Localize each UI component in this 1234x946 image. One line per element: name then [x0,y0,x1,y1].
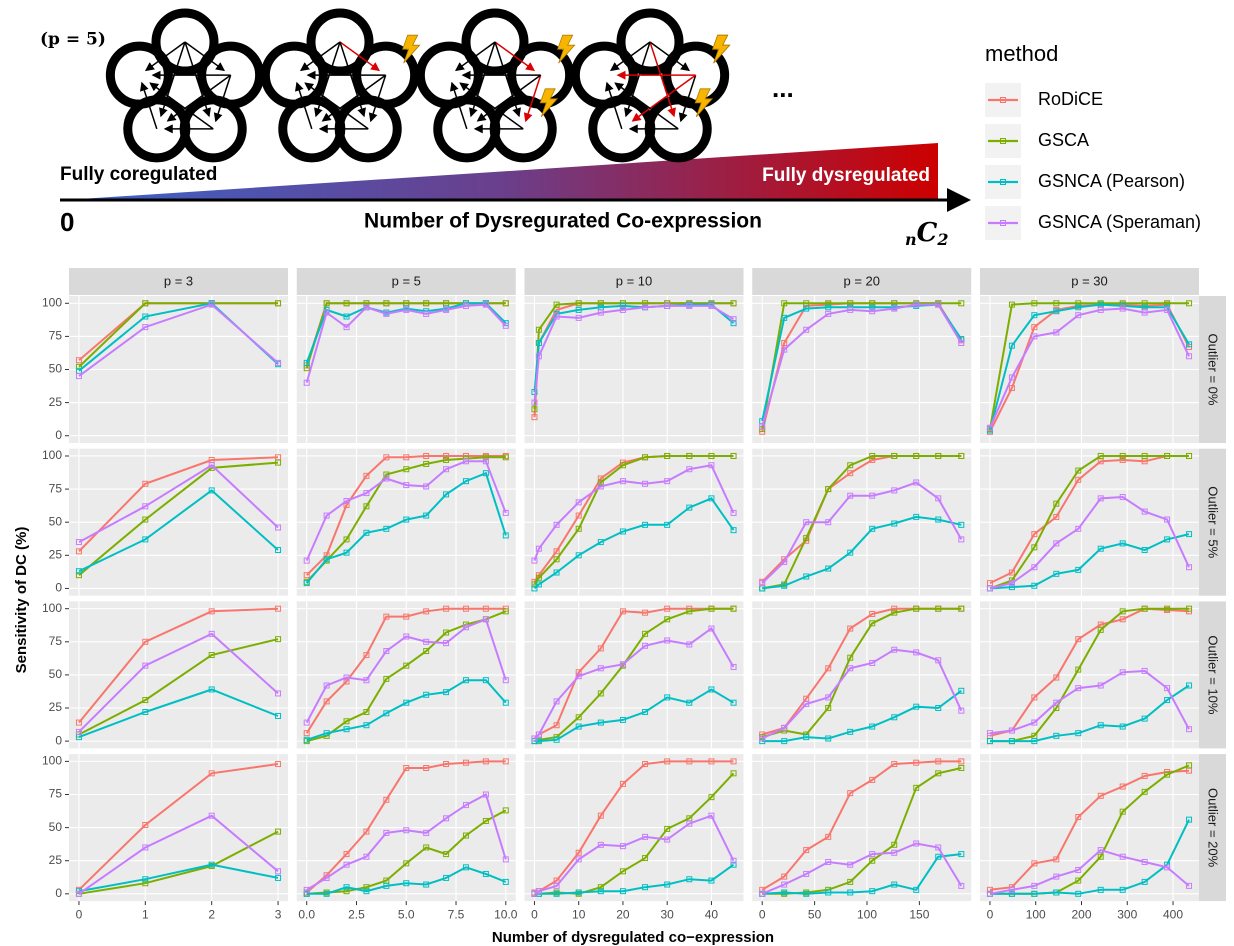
x-tick-label: 50 [808,907,822,921]
zero-label: 0 [60,207,74,237]
left-label: Fully coregulated [60,164,217,185]
end-label-sub: 2 [936,230,948,249]
y-tick-label: 50 [49,667,63,681]
y-tick-label: 75 [49,634,63,648]
y-tick-label: 100 [42,448,62,462]
y-tick-label: 25 [49,395,63,409]
strip-label: p = 3 [164,273,193,288]
end-label: nC2 [905,218,948,249]
y-tick-label: 25 [49,547,63,561]
figure: (p = 5) Fully coregulated Fully dysregul… [0,0,1234,946]
ellipsis: ... [772,73,794,103]
strip-label: p = 10 [616,273,653,288]
x-axis-title: Number of dysregulated co−expression [492,929,774,946]
strip-label: p = 20 [843,273,880,288]
legend-title: method [985,41,1058,66]
y-tick-label: 100 [42,754,62,768]
y-tick-label: 0 [55,733,62,747]
y-tick-label: 0 [55,428,62,442]
y-tick-label: 100 [42,295,62,309]
strip-label: Outlier = 5% [1206,486,1221,558]
x-tick-label: 5.0 [398,907,415,921]
y-tick-label: 0 [55,886,62,900]
y-tick-label: 25 [49,853,63,867]
y-tick-label: 75 [49,329,63,343]
x-tick-label: 0 [987,907,994,921]
x-tick-label: 2 [208,907,215,921]
y-tick-label: 100 [42,601,62,615]
x-tick-label: 0 [759,907,766,921]
y-tick-label: 75 [49,481,63,495]
end-label-main: C [917,218,938,248]
legend-label: GSCA [1038,130,1089,150]
strip-label: Outlier = 10% [1206,635,1221,715]
x-tick-label: 20 [616,907,630,921]
right-label: Fully dysregulated [762,165,930,186]
legend-label: RoDiCE [1038,89,1103,109]
x-tick-label: 2.5 [348,907,365,921]
y-axis-title: Sensitivity of DC (%) [13,527,30,674]
end-label-pre: n [905,230,917,249]
x-tick-label: 30 [661,907,675,921]
axis-label: Number of Dysregurated Co-expression [364,210,762,233]
x-tick-label: 300 [1117,907,1137,921]
x-tick-label: 0 [531,907,538,921]
x-tick-label: 0 [76,907,83,921]
strip-label: p = 30 [1071,273,1108,288]
x-tick-label: 1 [142,907,149,921]
x-tick-label: 200 [1071,907,1091,921]
x-tick-label: 100 [1026,907,1046,921]
x-tick-label: 150 [909,907,929,921]
legend-label: GSNCA (Pearson) [1038,171,1185,191]
y-tick-label: 50 [49,514,63,528]
x-tick-label: 7.5 [448,907,465,921]
diagram: (p = 5) Fully coregulated Fully dysregul… [40,13,965,249]
y-tick-label: 50 [49,820,63,834]
x-tick-label: 3 [275,907,282,921]
y-tick-label: 0 [55,581,62,595]
x-tick-label: 40 [705,907,719,921]
x-tick-label: 10 [572,907,586,921]
p-label: (p = 5) [40,30,106,50]
x-tick-label: 10.0 [494,907,518,921]
x-tick-label: 100 [857,907,877,921]
legend-label: GSNCA (Speraman) [1038,212,1201,232]
strip-label: Outlier = 20% [1206,788,1221,868]
strip-label: p = 5 [392,273,421,288]
y-tick-label: 75 [49,787,63,801]
y-tick-label: 50 [49,362,63,376]
strip-label: Outlier = 0% [1206,334,1221,406]
y-tick-label: 25 [49,700,63,714]
x-tick-label: 400 [1163,907,1183,921]
x-tick-label: 0.0 [298,907,315,921]
